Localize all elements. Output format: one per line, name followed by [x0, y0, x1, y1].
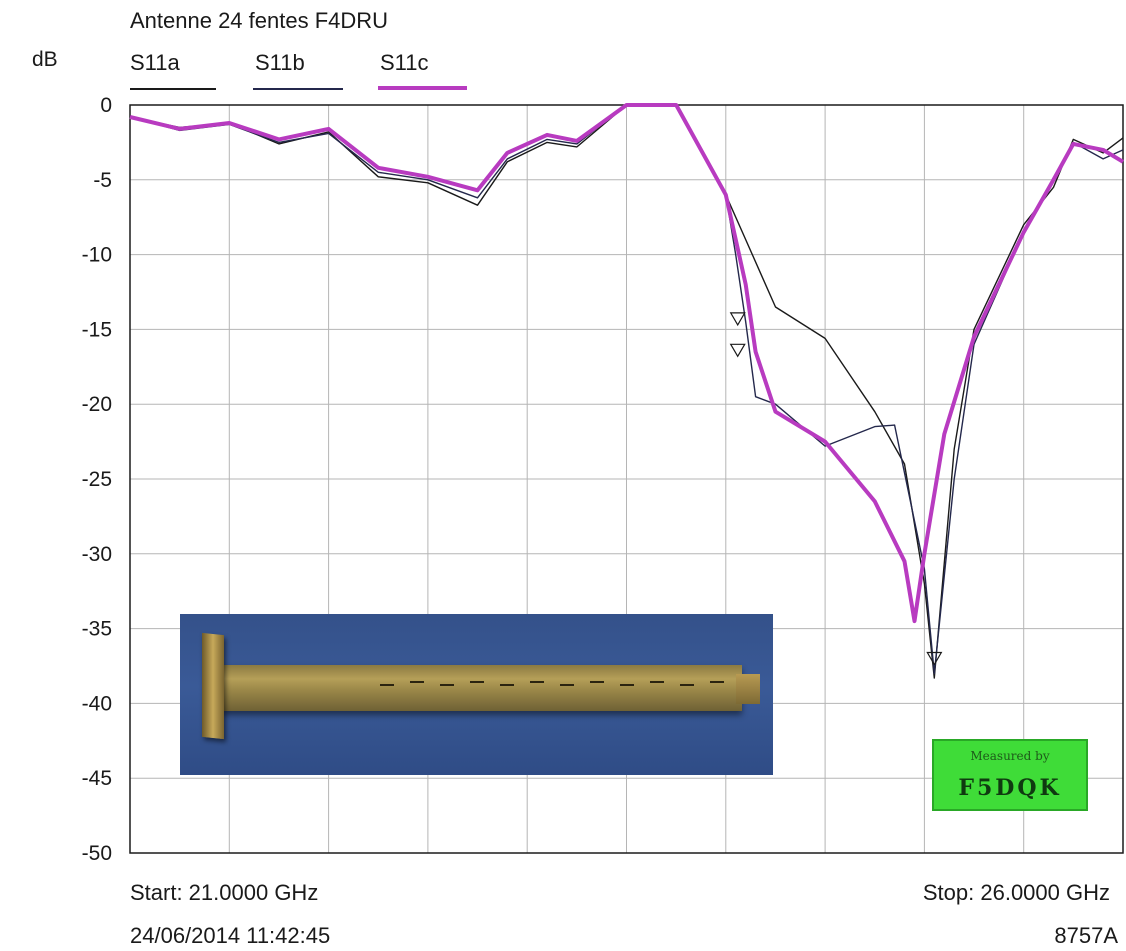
waveguide-slot	[470, 681, 484, 683]
waveguide-slot	[710, 681, 724, 683]
y-tick-label: -5	[93, 169, 112, 192]
badge-line2: F5DQK	[958, 775, 1062, 801]
legend-label-s11b: S11b	[255, 50, 305, 75]
legend-label-s11a: S11a	[130, 50, 180, 75]
y-tick-label: -45	[82, 767, 112, 790]
timestamp: 24/06/2014 11:42:45	[130, 923, 331, 948]
y-tick-label: -20	[82, 393, 112, 416]
waveguide-flange	[202, 632, 224, 740]
start-frequency: Start: 21.0000 GHz	[130, 880, 319, 905]
waveguide-slot	[410, 681, 424, 683]
marker-triangle	[729, 343, 746, 358]
waveguide-slot	[530, 681, 544, 683]
legend-line-s11c	[378, 86, 467, 90]
legend-line-s11b	[253, 88, 343, 90]
measured-by-badge: Measured by F5DQK	[932, 739, 1088, 811]
marker-triangle	[729, 312, 746, 327]
y-tick-label: -35	[82, 618, 112, 641]
waveguide-slot	[590, 681, 604, 683]
y-tick-label: -40	[82, 692, 112, 715]
waveguide-slot	[380, 684, 394, 686]
y-tick-label: -10	[82, 244, 112, 267]
y-tick-label: -30	[82, 543, 112, 566]
legend-line-s11a	[130, 88, 216, 90]
antenna-photo	[180, 614, 773, 775]
badge-line1: Measured by	[970, 749, 1050, 763]
y-tick-label: 0	[100, 94, 112, 117]
waveguide-endcap	[736, 674, 760, 704]
y-axis-unit: dB	[32, 48, 58, 71]
waveguide-slot	[500, 684, 514, 686]
series-line-s11c	[129, 103, 1125, 624]
y-tick-label: -50	[82, 842, 112, 865]
waveguide-slot	[650, 681, 664, 683]
y-tick-label: -15	[82, 318, 112, 341]
waveguide-slot	[560, 684, 574, 686]
y-tick-label: -25	[82, 468, 112, 491]
marker-triangle	[926, 651, 943, 666]
waveguide-slot	[440, 684, 454, 686]
waveguide-slot	[620, 684, 634, 686]
series-line-s11a	[129, 104, 1124, 679]
instrument-model: 8757A	[1054, 923, 1118, 948]
legend-label-s11c: S11c	[380, 50, 429, 75]
chart-title: Antenne 24 fentes F4DRU	[130, 8, 389, 33]
series-line-s11b	[129, 104, 1124, 675]
waveguide-body	[222, 665, 742, 711]
stop-frequency: Stop: 26.0000 GHz	[922, 880, 1110, 905]
waveguide-slot	[680, 684, 694, 686]
